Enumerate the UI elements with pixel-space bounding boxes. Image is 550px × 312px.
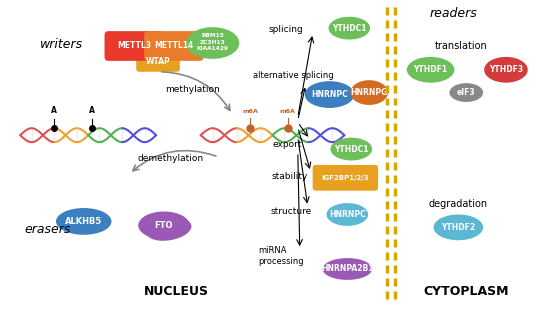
Text: A: A: [89, 106, 95, 115]
Ellipse shape: [56, 208, 112, 235]
Text: YTHDF2: YTHDF2: [441, 223, 475, 232]
Ellipse shape: [322, 258, 372, 280]
Text: HNRNPC: HNRNPC: [329, 210, 366, 219]
Ellipse shape: [328, 17, 370, 40]
Ellipse shape: [407, 57, 454, 83]
Text: writers: writers: [40, 38, 83, 51]
Text: YTHDC1: YTHDC1: [332, 24, 367, 33]
Text: YTHDF3: YTHDF3: [489, 65, 523, 74]
FancyBboxPatch shape: [144, 31, 204, 61]
Text: METTL3: METTL3: [117, 41, 151, 51]
Text: translation: translation: [435, 41, 488, 51]
Text: FTO: FTO: [155, 221, 173, 230]
Text: demethylation: demethylation: [138, 154, 204, 163]
Text: export: export: [272, 139, 301, 149]
Text: m6A: m6A: [280, 110, 296, 115]
Text: HNRNPC: HNRNPC: [311, 90, 348, 99]
FancyArrowPatch shape: [162, 72, 230, 110]
Text: CYTOPLASM: CYTOPLASM: [424, 285, 509, 298]
Ellipse shape: [327, 203, 368, 226]
Text: degradation: degradation: [429, 198, 488, 209]
Text: HNRNPA2B1: HNRNPA2B1: [321, 265, 373, 274]
Ellipse shape: [433, 214, 483, 240]
Text: alternative splicing: alternative splicing: [253, 71, 334, 80]
FancyBboxPatch shape: [136, 51, 180, 72]
Text: METTL14: METTL14: [155, 41, 194, 51]
Ellipse shape: [331, 138, 372, 160]
Text: A: A: [51, 106, 57, 115]
Text: YTHDC1: YTHDC1: [334, 144, 368, 154]
Text: NUCLEUS: NUCLEUS: [144, 285, 208, 298]
Text: structure: structure: [270, 207, 311, 216]
Ellipse shape: [350, 80, 388, 105]
Ellipse shape: [186, 27, 239, 59]
Ellipse shape: [484, 57, 528, 83]
Text: readers: readers: [430, 7, 477, 20]
FancyBboxPatch shape: [312, 165, 378, 191]
Text: methylation: methylation: [166, 85, 220, 94]
Ellipse shape: [138, 212, 190, 239]
Text: eIF3: eIF3: [457, 88, 476, 97]
Text: WTAP: WTAP: [146, 57, 170, 66]
Text: ALKHB5: ALKHB5: [65, 217, 102, 226]
Text: erasers: erasers: [24, 223, 70, 236]
Ellipse shape: [449, 83, 483, 102]
Text: stability: stability: [271, 172, 307, 181]
Text: splicing: splicing: [268, 25, 303, 34]
Ellipse shape: [305, 81, 354, 108]
Text: HNRNPG: HNRNPG: [350, 88, 388, 97]
Text: miRNA
processing: miRNA processing: [258, 246, 304, 266]
Text: YTHDF1: YTHDF1: [414, 65, 448, 74]
Ellipse shape: [146, 218, 191, 241]
FancyArrowPatch shape: [133, 151, 216, 171]
FancyBboxPatch shape: [104, 31, 164, 61]
Text: RBM15
ZC3H13
KIAA1429: RBM15 ZC3H13 KIAA1429: [196, 33, 229, 51]
Text: m6A: m6A: [243, 110, 258, 115]
Text: IGF2BP1/2/3: IGF2BP1/2/3: [322, 175, 369, 181]
